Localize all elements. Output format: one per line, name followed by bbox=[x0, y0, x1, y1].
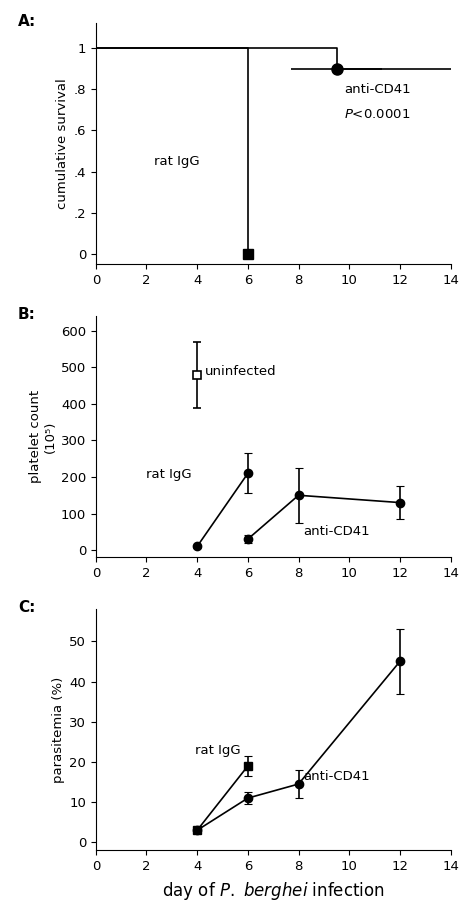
Text: B:: B: bbox=[18, 306, 36, 322]
Y-axis label: cumulative survival: cumulative survival bbox=[56, 79, 69, 209]
Text: C:: C: bbox=[18, 600, 35, 614]
Text: anti-CD41: anti-CD41 bbox=[344, 83, 411, 96]
X-axis label: day of $\it{P.\ berghei}$ infection: day of $\it{P.\ berghei}$ infection bbox=[162, 880, 384, 902]
Text: rat IgG: rat IgG bbox=[146, 468, 192, 481]
Text: rat IgG: rat IgG bbox=[154, 156, 200, 169]
Y-axis label: parasitemia (%): parasitemia (%) bbox=[52, 677, 65, 783]
Text: anti-CD41: anti-CD41 bbox=[303, 770, 370, 783]
Text: $P$<0.0001: $P$<0.0001 bbox=[344, 108, 410, 121]
Text: rat IgG: rat IgG bbox=[195, 744, 240, 757]
Y-axis label: platelet count
(10⁵): platelet count (10⁵) bbox=[29, 391, 57, 483]
Text: uninfected: uninfected bbox=[205, 365, 276, 378]
Text: A:: A: bbox=[18, 14, 36, 28]
Text: anti-CD41: anti-CD41 bbox=[303, 525, 370, 537]
